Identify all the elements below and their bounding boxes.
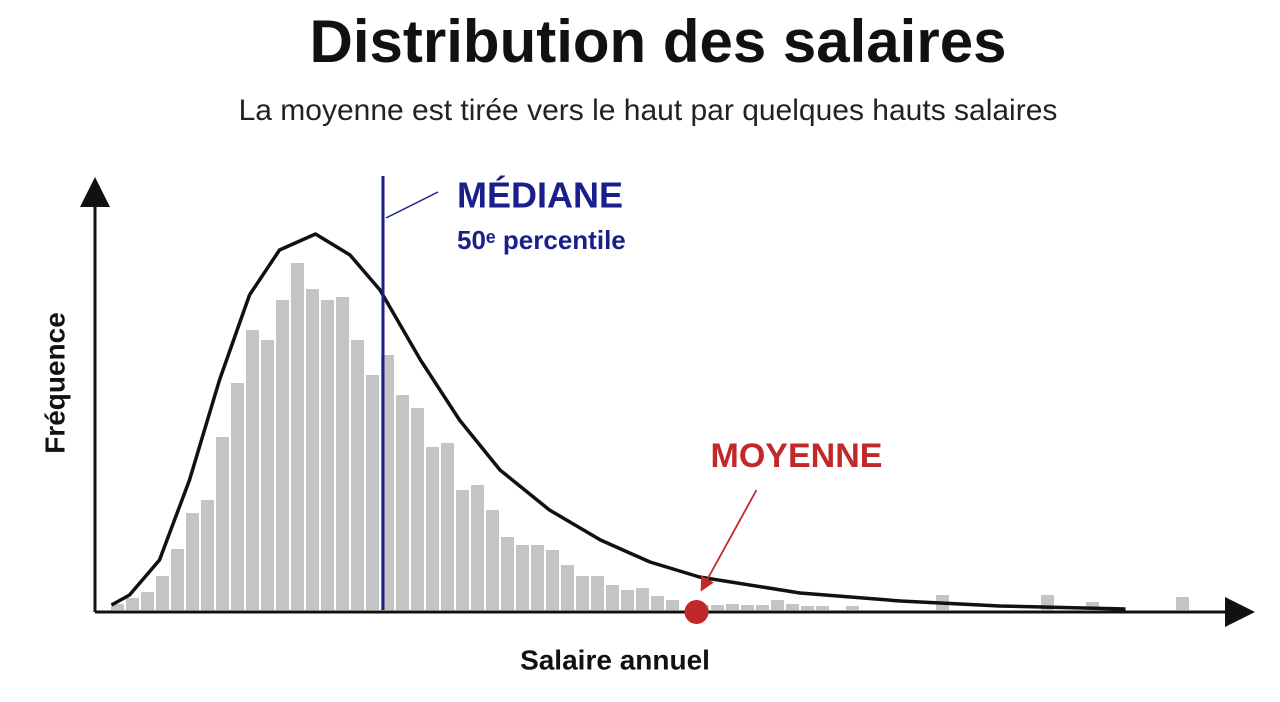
bar xyxy=(321,300,334,610)
bar xyxy=(396,395,409,610)
bar xyxy=(351,340,364,610)
bar xyxy=(306,289,319,610)
bar xyxy=(501,537,514,610)
bar xyxy=(606,585,619,610)
bar xyxy=(246,330,259,610)
bar xyxy=(261,340,274,610)
bar xyxy=(366,375,379,610)
bar xyxy=(666,600,679,610)
bar xyxy=(816,606,829,610)
plot-area xyxy=(110,232,1189,611)
bar xyxy=(786,604,799,610)
bar xyxy=(591,576,604,610)
median-sublabel: 50ᵉ percentile xyxy=(457,225,626,255)
bar xyxy=(636,588,649,610)
bar xyxy=(141,592,154,610)
bar xyxy=(186,513,199,610)
bar xyxy=(546,550,559,610)
bar xyxy=(216,437,229,610)
bar xyxy=(156,576,169,610)
median-label: MÉDIANE xyxy=(457,175,623,216)
bar xyxy=(471,485,484,610)
bar xyxy=(411,408,424,610)
bar xyxy=(1086,602,1099,610)
bar xyxy=(621,590,634,610)
chart-subtitle: La moyenne est tirée vers le haut par qu… xyxy=(239,94,1058,127)
median-leader xyxy=(385,191,439,219)
mean-label: MOYENNE xyxy=(711,437,883,475)
bar xyxy=(846,606,859,610)
bar xyxy=(741,605,754,610)
bar xyxy=(1176,597,1189,610)
bar xyxy=(576,576,589,610)
bar xyxy=(756,605,769,610)
bar xyxy=(171,549,184,610)
bar xyxy=(201,500,214,610)
bar xyxy=(726,604,739,610)
bar xyxy=(486,510,499,610)
y-axis-label: Fréquence xyxy=(39,312,70,454)
bar xyxy=(231,383,244,610)
bar xyxy=(771,600,784,610)
bar xyxy=(456,490,469,610)
bar xyxy=(291,263,304,610)
bar xyxy=(426,447,439,610)
chart-title: Distribution des salaires xyxy=(310,8,1007,75)
bar xyxy=(516,545,529,610)
x-axis-label: Salaire annuel xyxy=(520,644,710,675)
mean-arrow xyxy=(700,489,758,592)
bar xyxy=(111,604,124,610)
bar xyxy=(801,606,814,610)
density-curve xyxy=(110,232,1126,611)
bar xyxy=(336,297,349,610)
bar xyxy=(561,565,574,610)
bar xyxy=(126,598,139,610)
bar xyxy=(651,596,664,610)
bar xyxy=(441,443,454,610)
bar xyxy=(711,605,724,610)
bar xyxy=(531,545,544,610)
bar xyxy=(276,300,289,610)
mean-dot xyxy=(684,600,709,624)
